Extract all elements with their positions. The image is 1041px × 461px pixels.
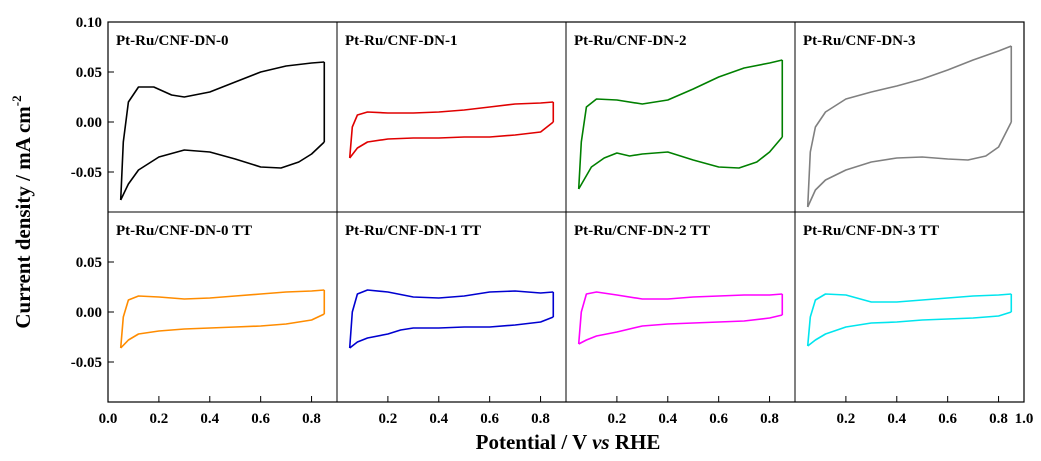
x-tick-label: 0.8: [302, 411, 321, 427]
x-tick-label: 0.6: [938, 411, 957, 427]
cathodic-scan-line: [349, 316, 554, 349]
panel-label: Pt-Ru/CNF-DN-1 TT: [345, 223, 481, 239]
cathodic-scan-line: [120, 313, 325, 349]
x-tick-label: 0.4: [200, 411, 219, 427]
panel-label: Pt-Ru/CNF-DN-2: [574, 33, 686, 49]
x-tick-label: 1.0: [1015, 411, 1034, 427]
panel-label: Pt-Ru/CNF-DN-3: [803, 33, 915, 49]
cathodic-scan-line: [578, 136, 783, 190]
anodic-scan-line: [577, 59, 783, 190]
y-tick-label: -0.05: [71, 165, 102, 181]
y-tick-label: 0.00: [76, 305, 102, 321]
panel-label: Pt-Ru/CNF-DN-0: [116, 33, 228, 49]
cathodic-scan-line: [807, 311, 1012, 347]
x-tick-label: 0.2: [150, 411, 169, 427]
x-tick-label: 0.6: [480, 411, 499, 427]
x-tick-label: 0.6: [709, 411, 728, 427]
x-tick-label: 0.2: [608, 411, 627, 427]
x-tick-label: 0.4: [887, 411, 906, 427]
cathodic-scan-line: [119, 141, 325, 201]
anodic-scan-line: [119, 61, 325, 201]
y-tick-label: 0.10: [76, 15, 102, 31]
x-axis-title: Potential / V vs RHE: [476, 430, 661, 454]
anodic-scan-line: [348, 101, 554, 159]
y-tick-label: 0.05: [76, 65, 102, 81]
cathodic-scan-line: [578, 314, 783, 345]
cathodic-scan-line: [349, 121, 554, 159]
y-tick-label: 0.00: [76, 115, 102, 131]
anodic-scan-line: [806, 293, 1012, 347]
x-tick-label: 0.4: [429, 411, 448, 427]
x-tick-label: 0.8: [760, 411, 779, 427]
x-tick-label: 0.2: [837, 411, 856, 427]
cathodic-scan-line: [806, 121, 1013, 208]
panel-label: Pt-Ru/CNF-DN-2 TT: [574, 223, 710, 239]
anodic-scan-line: [119, 289, 325, 349]
x-tick-label: 0.4: [658, 411, 677, 427]
y-axis-title: Current density / mA cm-2: [9, 95, 35, 328]
panel-label: Pt-Ru/CNF-DN-1: [345, 33, 457, 49]
x-tick-label: 0.2: [379, 411, 398, 427]
y-tick-label: 0.05: [76, 255, 102, 271]
panel-label: Pt-Ru/CNF-DN-0 TT: [116, 223, 252, 239]
x-tick-label: 0.6: [251, 411, 270, 427]
y-tick-label: -0.05: [71, 355, 102, 371]
x-tick-label: 0.8: [531, 411, 550, 427]
x-tick-label: 0.0: [99, 411, 118, 427]
x-tick-label: 0.8: [989, 411, 1008, 427]
anodic-scan-line: [348, 289, 554, 349]
panel-label: Pt-Ru/CNF-DN-3 TT: [803, 223, 939, 239]
anodic-scan-line: [577, 291, 783, 345]
anodic-scan-line: [806, 45, 1012, 208]
